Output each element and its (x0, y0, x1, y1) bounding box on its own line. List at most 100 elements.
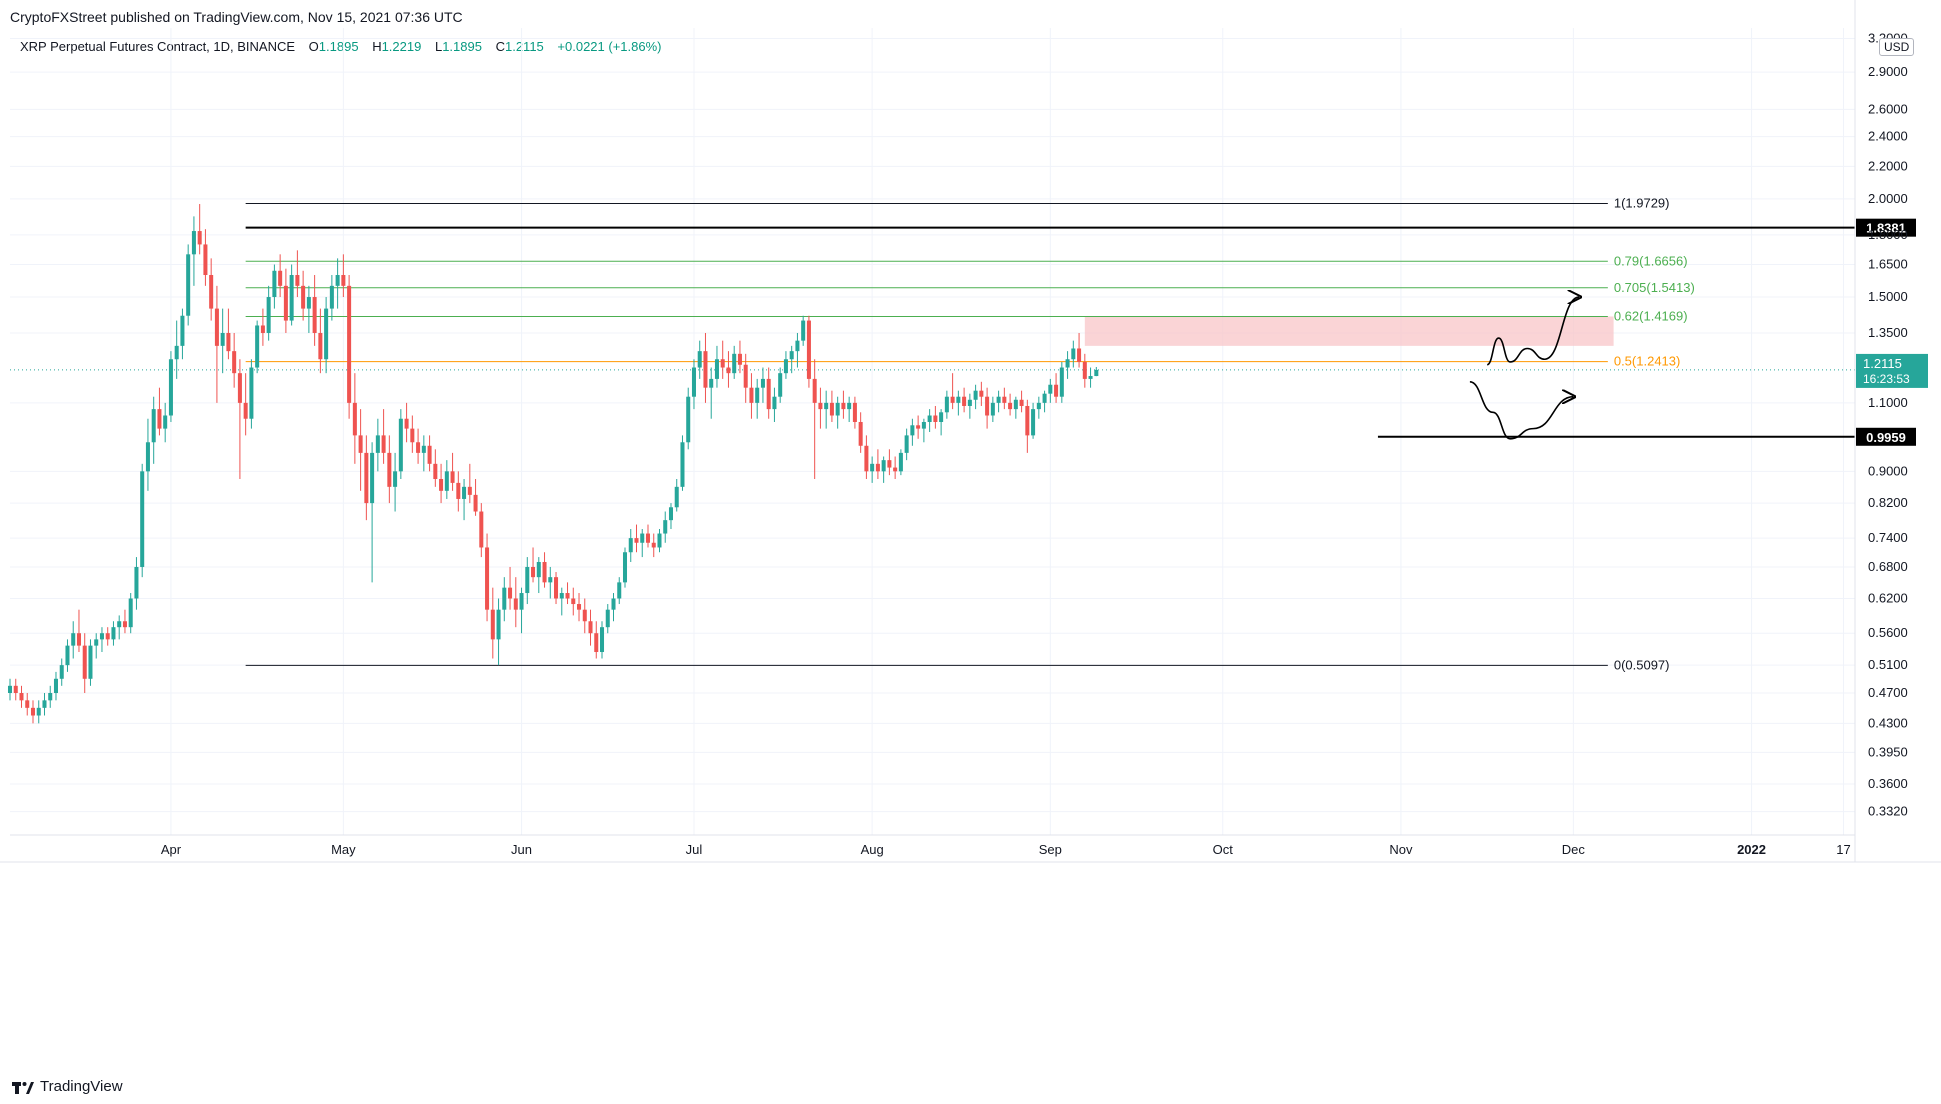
candle-body (1065, 359, 1070, 368)
candle-body (640, 533, 645, 543)
candle-body (168, 359, 173, 416)
candle-body (358, 435, 363, 453)
candle-body (214, 308, 219, 346)
tradingview-brand[interactable]: TradingView (12, 1078, 123, 1095)
fib-retracement[interactable]: 1(1.9729) 0.79(1.6656) 0.705(1.5413) 0.62(1… (245, 196, 1695, 673)
candle-body (502, 587, 507, 610)
candle-body (714, 359, 719, 379)
y-tick-label: 0.4700 (1868, 685, 1908, 700)
candle-body (835, 402, 840, 416)
candle-body (916, 425, 921, 429)
candle-body (933, 415, 938, 422)
candle-body (967, 399, 972, 406)
candle-body (25, 700, 30, 708)
high-label: H (372, 39, 382, 54)
candle-body (186, 254, 191, 316)
candle-body (726, 367, 731, 374)
candle-body (289, 275, 294, 321)
x-tick-label: 2022 (1737, 842, 1766, 857)
candle-body (266, 297, 271, 333)
candle-body (232, 351, 237, 374)
candle-body (709, 378, 714, 388)
candle-body (743, 364, 748, 388)
open-value: 1.1895 (318, 39, 359, 54)
candle-body (226, 332, 231, 352)
candle-body (622, 552, 628, 583)
x-tick-label: Dec (1562, 842, 1586, 857)
projection-paths[interactable] (1469, 297, 1579, 440)
projection-path[interactable] (1469, 381, 1573, 440)
candle-body (755, 387, 760, 403)
candle-body (1082, 361, 1087, 379)
candle-body (485, 547, 490, 610)
y-tick-label: 2.2000 (1868, 158, 1908, 173)
candle-body (939, 412, 944, 422)
last-price-label: 1.2115 (1863, 356, 1902, 371)
candle-body (525, 566, 530, 594)
candle-body (657, 533, 662, 548)
y-tick-label: 2.0000 (1868, 191, 1908, 206)
candle-body (571, 598, 576, 605)
candle-body (1048, 384, 1053, 394)
candle-body (467, 486, 472, 495)
candle-body (1094, 369, 1099, 377)
candle-body (375, 435, 380, 453)
candle-body (1036, 402, 1041, 410)
candle-body (697, 351, 702, 368)
candle-body (180, 315, 185, 346)
y-tick-label: 0.9000 (1868, 463, 1908, 478)
candle-body (795, 340, 800, 352)
y-tick-label: 0.8200 (1868, 495, 1908, 510)
candle-body (312, 297, 317, 333)
grid-lines (10, 28, 1855, 835)
projection-path[interactable] (1486, 297, 1579, 366)
candle-body (990, 402, 995, 416)
candle-body (71, 633, 76, 646)
candle-body (691, 367, 696, 397)
x-tick-label: Jun (511, 842, 532, 857)
candle-body (858, 421, 863, 446)
y-tick-label: 2.6000 (1868, 101, 1908, 116)
axes: 3.20002.90002.60002.40002.20002.00001.80… (0, 0, 1941, 863)
y-tick-label: 0.5100 (1868, 657, 1908, 672)
candle-body (979, 390, 984, 397)
candle-body (122, 621, 127, 628)
candle-body (163, 415, 168, 429)
candle-body (927, 415, 932, 422)
candle-body (806, 320, 811, 379)
candle-body (364, 452, 369, 504)
candle-body (306, 297, 311, 309)
x-tick-label: Aug (861, 842, 884, 857)
candle-body (737, 353, 742, 365)
fib-level-label: 0.62(1.4169) (1614, 308, 1688, 323)
candle-body (439, 478, 444, 491)
candle-body (1071, 348, 1076, 360)
candle-body (1013, 399, 1018, 410)
candle-body (393, 471, 398, 487)
currency-button[interactable]: USD (1879, 38, 1915, 56)
candle-body (140, 471, 145, 567)
candle-body (209, 275, 214, 309)
candle-body (801, 320, 806, 341)
candle-body (1019, 399, 1024, 406)
candle-body (329, 285, 334, 309)
candle-body (13, 685, 18, 694)
x-tick-label: Nov (1389, 842, 1413, 857)
candle-body (887, 460, 892, 468)
candle-body (617, 582, 622, 599)
supply-zone-rect (1084, 316, 1614, 346)
candle-body (956, 396, 961, 403)
candle-body (1088, 376, 1093, 379)
fib-level-label: 0.705(1.5413) (1614, 280, 1695, 295)
candle-body (881, 460, 886, 472)
candle-body (611, 598, 616, 610)
candle-body (30, 707, 36, 716)
candle-body (48, 693, 53, 701)
low-value: 1.1895 (442, 39, 482, 54)
candle-body (1002, 396, 1007, 403)
candle-body (444, 471, 449, 491)
candle-body (536, 561, 541, 578)
candle-body (1042, 393, 1047, 403)
